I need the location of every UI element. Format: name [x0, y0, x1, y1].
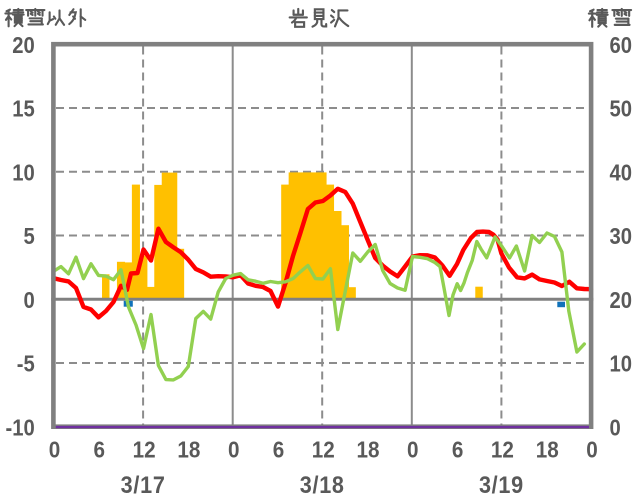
svg-text:0: 0 [49, 436, 61, 463]
svg-text:12: 12 [312, 436, 335, 463]
svg-text:20: 20 [610, 287, 633, 314]
svg-text:6: 6 [273, 436, 285, 463]
svg-text:-5: -5 [17, 350, 35, 377]
svg-text:0: 0 [610, 414, 621, 441]
svg-text:0: 0 [586, 436, 598, 463]
svg-text:3/17: 3/17 [121, 471, 166, 498]
svg-text:5: 5 [24, 223, 35, 250]
svg-text:6: 6 [94, 436, 106, 463]
svg-text:3/19: 3/19 [479, 471, 524, 498]
svg-text:50: 50 [610, 95, 633, 122]
svg-text:20: 20 [12, 32, 35, 59]
svg-text:15: 15 [12, 95, 35, 122]
svg-text:60: 60 [610, 32, 633, 59]
svg-text:12: 12 [133, 436, 156, 463]
svg-text:18: 18 [536, 436, 559, 463]
svg-text:18: 18 [356, 436, 379, 463]
svg-text:-10: -10 [6, 414, 35, 441]
svg-text:0: 0 [228, 436, 240, 463]
svg-text:0: 0 [407, 436, 419, 463]
svg-text:10: 10 [610, 350, 633, 377]
svg-text:12: 12 [491, 436, 514, 463]
svg-text:10: 10 [12, 159, 35, 186]
svg-text:3/18: 3/18 [300, 471, 345, 498]
svg-text:18: 18 [177, 436, 200, 463]
svg-text:40: 40 [610, 159, 633, 186]
svg-text:30: 30 [610, 223, 633, 250]
svg-text:6: 6 [452, 436, 464, 463]
svg-text:0: 0 [24, 287, 35, 314]
